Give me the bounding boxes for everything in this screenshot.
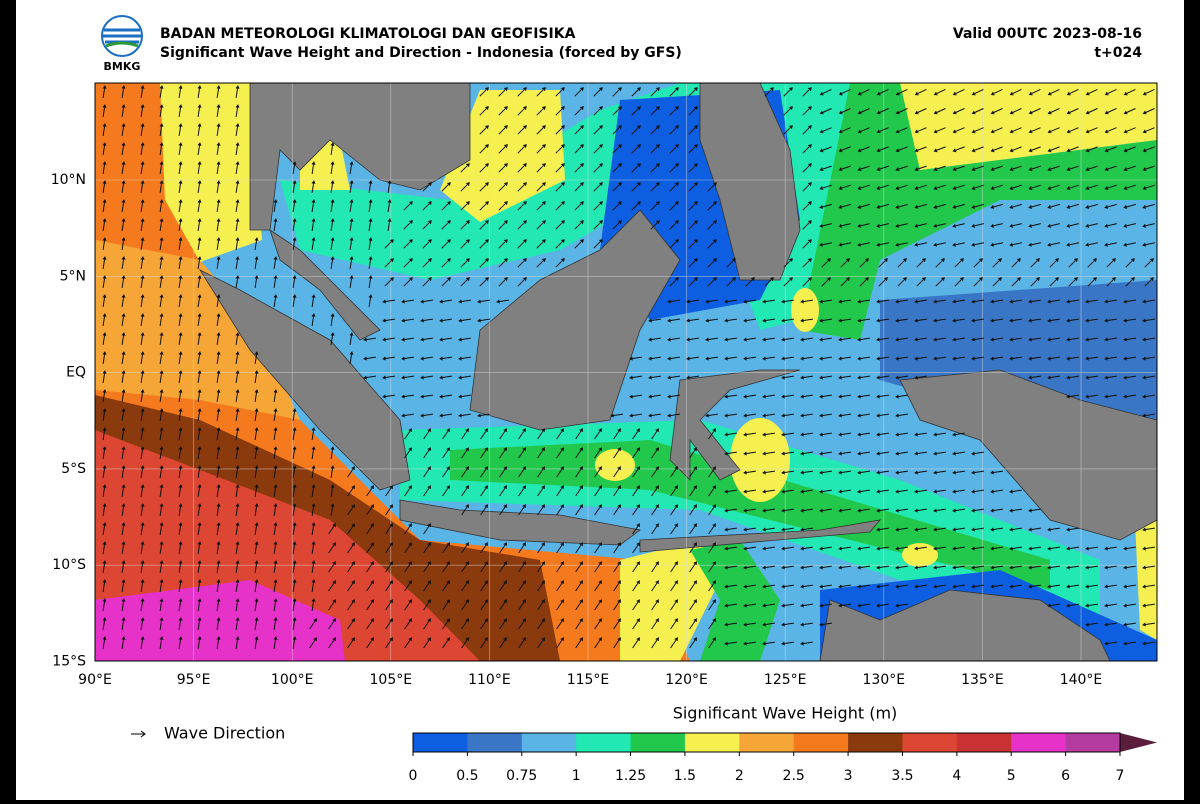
land-mass xyxy=(469,209,681,431)
colorbar-tick-label: 5 xyxy=(1007,768,1016,784)
colorbar-bin xyxy=(739,733,795,752)
colorbar-extend xyxy=(1120,733,1157,752)
lead-time: t+024 xyxy=(1094,45,1142,61)
land xyxy=(198,83,1157,661)
lon-label: 90°E xyxy=(78,672,112,688)
lon-label: 100°E xyxy=(271,672,314,688)
axis-labels: 10°N 5°N EQ 5°S 10°S 15°S 90°E 95°E 100°E 105°E 11… xyxy=(51,172,1103,688)
colorbar-tick-label: 6 xyxy=(1061,768,1070,784)
colorbar-tick-label: 2 xyxy=(735,768,744,784)
wave-zone xyxy=(800,83,1157,340)
lon-label: 110°E xyxy=(468,672,511,688)
land-mass xyxy=(269,229,381,341)
lat-label: 10°N xyxy=(51,172,86,188)
colorbar-bin xyxy=(467,733,523,752)
land-mass xyxy=(249,83,471,231)
lon-label: 140°E xyxy=(1060,672,1103,688)
wave-zone xyxy=(595,449,635,481)
wave-zone xyxy=(902,543,938,567)
colorbar-tick-label: 1 xyxy=(572,768,581,784)
colorbar-bin xyxy=(413,733,468,752)
lat-label: EQ xyxy=(66,365,86,381)
wave-map xyxy=(95,83,1157,661)
wave-zone xyxy=(791,288,819,332)
legend-arrow xyxy=(131,730,146,738)
colorbar-tick-label: 1.25 xyxy=(615,768,646,784)
lat-label: 5°N xyxy=(60,268,86,284)
land-mass xyxy=(639,519,881,553)
logo xyxy=(101,15,143,57)
wave-zone xyxy=(690,540,780,661)
colorbar-bin xyxy=(521,733,577,752)
colorbar-tick-label: 2.5 xyxy=(783,768,805,784)
land-mass xyxy=(699,83,801,281)
land-mass xyxy=(198,269,411,491)
wave-zone xyxy=(1135,520,1157,640)
colorbar-bin xyxy=(1011,733,1067,752)
lon-label: 130°E xyxy=(863,672,906,688)
land-mass xyxy=(669,369,801,481)
colorbar-bin xyxy=(630,733,686,752)
wave-zone xyxy=(440,90,565,222)
lat-label: 15°S xyxy=(52,654,86,670)
lat-label: 10°S xyxy=(52,557,86,573)
legend-label: Wave Direction xyxy=(164,724,285,743)
valid-time: Valid 00UTC 2023-08-16 xyxy=(953,26,1142,42)
lon-label: 125°E xyxy=(764,672,807,688)
colorbar-bin xyxy=(576,733,632,752)
lon-label: 105°E xyxy=(370,672,413,688)
colorbar-bin xyxy=(1065,733,1121,752)
agency-name: BADAN METEOROLOGI KLIMATOLOGI DAN GEOFIS… xyxy=(160,26,576,42)
lon-label: 115°E xyxy=(567,672,610,688)
colorbar-tick-label: 0.75 xyxy=(506,768,537,784)
wave-arrows xyxy=(102,85,1155,649)
colorbar-title: Significant Wave Height (m) xyxy=(673,704,898,723)
map-title: Significant Wave Height and Direction - … xyxy=(160,45,682,61)
lat-label: 5°S xyxy=(61,461,86,477)
colorbar-tick-label: 3 xyxy=(844,768,853,784)
colorbar: 0 0.5 0.75 1 1.25 1.5 2 2.5 3 3.5 4 5 6 7 xyxy=(409,732,1157,784)
lon-label: 95°E xyxy=(177,672,211,688)
colorbar-tick-label: 0.5 xyxy=(456,768,478,784)
colorbar-tick-label: 1.5 xyxy=(674,768,696,784)
map-frame xyxy=(94,82,1158,662)
colorbar-tick-label: 7 xyxy=(1116,768,1125,784)
colorbar-bin xyxy=(956,733,1012,752)
logo-text: BMKG xyxy=(104,60,141,73)
wave-zone xyxy=(450,440,1050,590)
colorbar-frame xyxy=(412,732,1121,753)
land-mass xyxy=(399,499,641,546)
colorbar-bin xyxy=(684,733,740,752)
graticule xyxy=(95,83,1157,661)
colorbar-tick-label: 4 xyxy=(952,768,961,784)
lon-label: 120°E xyxy=(665,672,708,688)
colorbar-bin xyxy=(793,733,849,752)
colorbar-bin xyxy=(902,733,958,752)
land-mass xyxy=(899,369,1157,541)
colorbar-bin xyxy=(848,733,903,752)
wave-zone xyxy=(160,83,262,262)
wave-zone xyxy=(95,240,300,420)
lon-label: 135°E xyxy=(961,672,1004,688)
colorbar-tick-label: 3.5 xyxy=(891,768,913,784)
colorbar-tick-label: 0 xyxy=(409,768,418,784)
wave-zone xyxy=(620,540,720,661)
land-mass xyxy=(819,589,1111,661)
wave-zone xyxy=(900,83,1157,170)
wave-zone xyxy=(730,418,790,502)
